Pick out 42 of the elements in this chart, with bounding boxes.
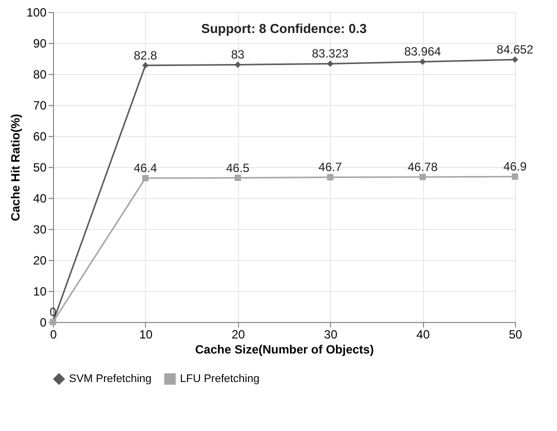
y-tick-label: 80 [33, 68, 47, 82]
y-tick-label: 10 [33, 284, 47, 298]
x-tick-label: 10 [139, 328, 153, 342]
data-label: 46.7 [318, 160, 342, 174]
data-label: 46.9 [503, 160, 527, 174]
point [419, 58, 426, 65]
point [142, 62, 149, 68]
point [512, 56, 518, 63]
data-label: 0 [50, 305, 57, 319]
point [327, 174, 334, 180]
data-label: 83.964 [404, 44, 442, 59]
point [327, 60, 334, 67]
data-label: 83 [231, 48, 245, 62]
point [419, 174, 426, 180]
data-label: 46.78 [408, 160, 438, 174]
y-tick-label: 50 [33, 160, 47, 174]
y-tick-label: 60 [33, 130, 47, 144]
y-tick-label: 20 [33, 254, 47, 268]
point [512, 173, 518, 180]
point [234, 174, 241, 182]
text: Support: 8 Confidence: 0.3 [201, 21, 367, 36]
data-label: 46.4 [134, 161, 158, 176]
data-label: 83.323 [312, 46, 349, 61]
y-tick-label: 40 [33, 192, 47, 206]
legend-label: SVM Prefetching [69, 373, 152, 385]
x-tick-label: 20 [232, 328, 246, 342]
data-label: 84.652 [496, 42, 534, 57]
y-tick-label: 30 [33, 222, 47, 236]
x-tick-label: 50 [508, 328, 522, 342]
y-tick-label: 90 [33, 36, 47, 50]
y-tick-label: 70 [33, 98, 47, 112]
x-tick-label: 30 [324, 328, 338, 342]
y-axis-title: Cache Hit Ratio(%) [8, 114, 22, 222]
x-axis-title: Cache Size(Number of Objects) [195, 342, 374, 356]
data-label: 82.8 [134, 48, 158, 62]
x-tick-label: 40 [416, 328, 430, 342]
data-label: 46.5 [226, 160, 250, 175]
legend-label: LFU Prefetching [180, 373, 260, 385]
y-tick-label: 0 [40, 316, 47, 330]
y-tick-label: 100 [26, 6, 47, 20]
x-tick-label: 0 [50, 328, 58, 342]
point [142, 175, 149, 182]
